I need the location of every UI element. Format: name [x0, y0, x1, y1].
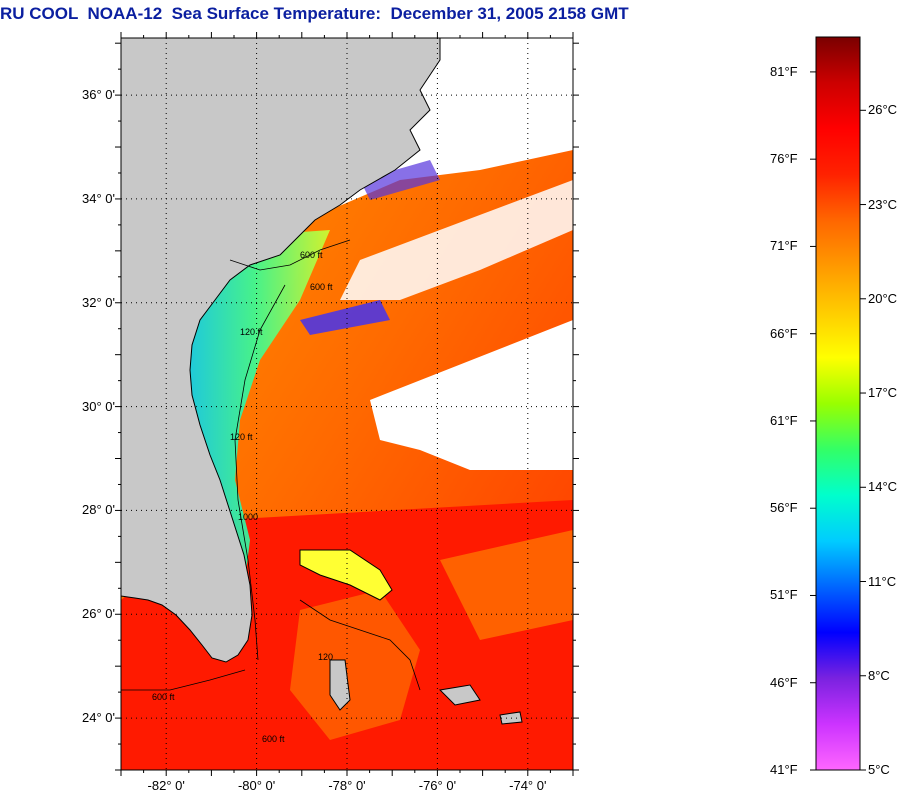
latitude-label: 32° 0'	[82, 294, 115, 310]
latitude-label: 26° 0'	[82, 606, 115, 622]
colorbar-celsius-label: 26°C	[868, 102, 898, 118]
colorbar-celsius-label: 5°C	[868, 762, 890, 777]
colorbar-scale	[815, 36, 861, 771]
colorbar-celsius-label: 17°C	[868, 385, 898, 401]
contour-label: 600 ft	[300, 250, 323, 260]
colorbar-celsius-label: 23°C	[868, 196, 898, 212]
axis-ticks	[115, 32, 579, 776]
colorbar-fahrenheit-label: 81°F	[770, 63, 798, 79]
graticule	[121, 38, 573, 770]
contour-labels: 600 ft 120 ft 1000 600 ft 120 ft 600 ft 120 600…	[152, 250, 333, 744]
colorbar-celsius-label: 11°C	[868, 573, 897, 589]
cloud-cover	[370, 320, 573, 470]
contour-label: 600 ft	[152, 692, 175, 702]
longitude-label: -78° 0'	[328, 778, 366, 793]
colorbar-celsius-label: 20°C	[868, 290, 898, 306]
contour-label: 600 ft	[310, 282, 333, 292]
contour-label: 600 ft	[262, 734, 285, 744]
colorbar-fahrenheit-label: 56°F	[770, 500, 798, 516]
colorbar-ticks	[810, 71, 866, 771]
longitude-label: -82° 0'	[147, 778, 185, 793]
latitude-label: 30° 0'	[82, 398, 115, 414]
colorbar-celsius-label: 8°C	[868, 667, 890, 683]
cold-patch	[300, 300, 390, 335]
cold-patch	[360, 160, 440, 200]
latitude-label: 36° 0'	[82, 87, 115, 103]
land-mainland	[121, 38, 441, 663]
warm-patch	[290, 590, 420, 740]
colorbar-fahrenheit-label: 51°F	[770, 587, 798, 603]
bahamas-island	[299, 549, 393, 601]
colorbar-fahrenheit-label: 41°F	[770, 762, 798, 777]
contour-label: 1000	[238, 512, 258, 522]
bahamas-island	[438, 684, 481, 706]
colorbar-fahrenheit-label: 46°F	[770, 674, 798, 690]
bathymetry-contour	[299, 599, 421, 691]
latitude-label: 34° 0'	[82, 190, 115, 206]
longitude-label: -80° 0'	[237, 778, 276, 793]
latitude-label: 24° 0'	[82, 710, 115, 726]
colorbar-fahrenheit-label: 61°F	[770, 412, 798, 428]
contour-label: 120 ft	[230, 432, 253, 442]
latitude-label: 28° 0'	[82, 502, 115, 518]
contour-label: 120 ft	[240, 327, 263, 337]
bathymetry-contour	[234, 284, 286, 661]
contour-label: 120	[318, 652, 333, 662]
cloud-cover	[340, 180, 573, 300]
colorbar-fahrenheit-label: 76°F	[770, 151, 798, 167]
longitude-label: -74° 0'	[509, 778, 547, 793]
bathymetry-contour	[121, 669, 246, 691]
figure-title: RU COOL NOAA-12 Sea Surface Temperature:…	[0, 4, 629, 23]
bathymetry-contour	[229, 239, 351, 271]
colorbar-celsius-label: 14°C	[868, 479, 898, 495]
bahamas-island	[329, 659, 351, 711]
colorbar-fahrenheit-label: 66°F	[770, 325, 798, 341]
warm-patch	[440, 530, 573, 640]
colorbar-fahrenheit-label: 71°F	[770, 238, 798, 254]
longitude-label: -76° 0'	[418, 778, 457, 793]
